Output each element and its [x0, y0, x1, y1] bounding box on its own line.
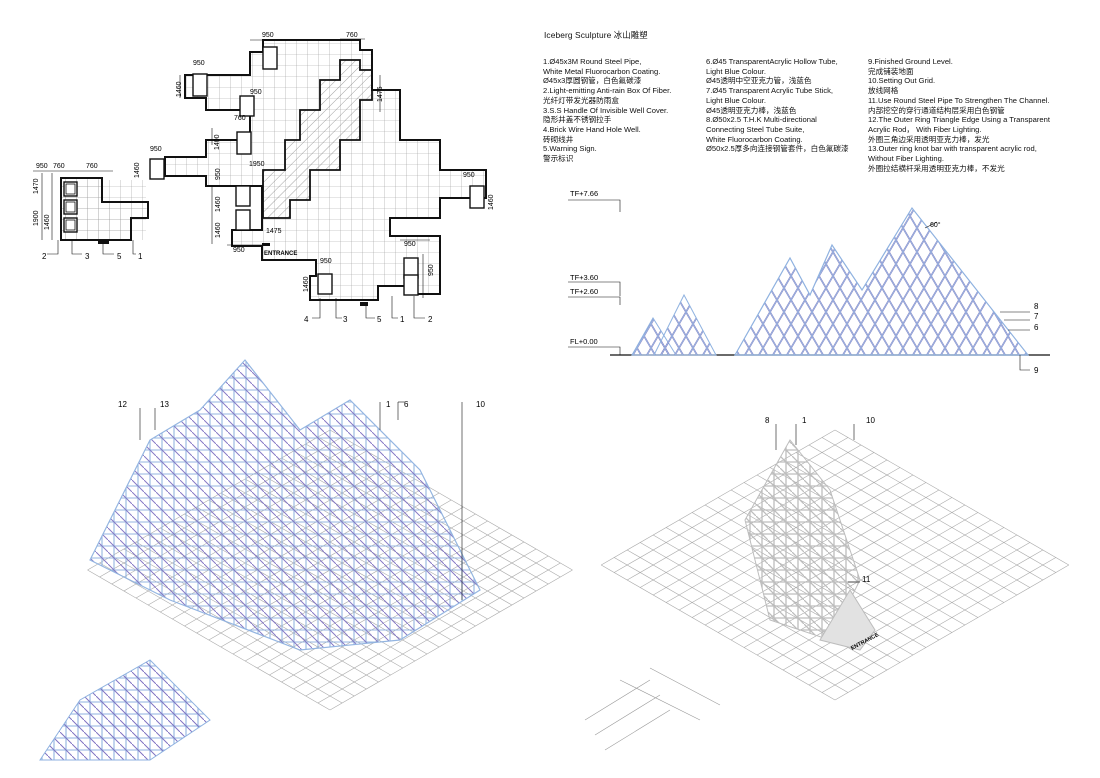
legend-line: Acrylic Rod， With Fiber Lighting.: [868, 124, 982, 134]
legend-line: 内部挖空的穿行通道结构层采用白色钢管: [868, 105, 1005, 115]
legend-column-3: 9.Finished Ground Level. 完成铺装地面 10.Setting…: [868, 57, 1098, 173]
legend-line: 5.Warning Sign.: [543, 144, 597, 154]
level-label: FL+0.00: [570, 337, 598, 346]
legend-line: 光纤灯带发光器防雨盒: [543, 95, 619, 105]
legend-line: 砖砌线井: [543, 134, 574, 144]
legend-line: 13.Outer ring knot bar with transparent …: [868, 144, 1037, 154]
legend-line: 6.Ø45 TransparentAcrylic Hollow Tube,: [706, 57, 838, 66]
callout-label: 5: [377, 315, 382, 324]
callout-label: 10: [866, 416, 875, 425]
callout-label: 1: [400, 315, 405, 324]
callout-label: 5: [117, 252, 122, 261]
dim-label: 950: [193, 60, 205, 67]
legend-line: 1.Ø45x3M Round Steel Pipe,: [543, 57, 642, 66]
legend-line: Ø45透明亚克力棒，浅蓝色: [706, 105, 797, 115]
dim-label: 760: [86, 163, 98, 170]
dim-label: 950: [262, 32, 274, 39]
callout-label: 4: [304, 315, 309, 324]
dim-label: 950: [320, 258, 332, 265]
legend-line: Ø45透明中空亚克力管，浅蓝色: [706, 76, 812, 86]
callout-label: 8: [765, 416, 770, 425]
dim-label: 1460: [488, 194, 495, 210]
dim-label: 950: [463, 172, 475, 179]
legend-line: Connecting Steel Tube Suite,: [706, 124, 805, 134]
dim-label: 950: [36, 163, 48, 170]
dim-label: 1460: [134, 162, 141, 178]
legend-line: 9.Finished Ground Level.: [868, 57, 953, 66]
legend-line: Ø50x2.5厚多向连接钢管套件，白色氟碳漆: [706, 144, 849, 154]
legend-line: 隐形井盖不锈钢拉手: [543, 115, 612, 125]
dim-label: 950: [428, 264, 435, 276]
callout-label: 2: [428, 315, 433, 324]
callout-label: 6: [404, 400, 409, 409]
entrance-label: ENTRANCE: [264, 251, 297, 257]
legend-line: 4.Brick Wire Hand Hole Well.: [543, 124, 641, 134]
legend-line: 2.Light-emitting Anti-rain Box Of Fiber.: [543, 86, 672, 96]
legend-line: 12.The Outer Ring Triangle Edge Using a …: [868, 115, 1050, 125]
legend-line: Light Blue Colour.: [706, 95, 766, 105]
dim-label: 760: [346, 32, 358, 39]
legend-line: White Metal Fluorocarbon Coating.: [543, 66, 661, 76]
dim-label: 1950: [249, 161, 265, 168]
legend-line: 外圈三角边采用透明亚克力棒，发光: [868, 134, 990, 144]
small-plan: 950 760 760 1470 1900 1460 2 3 5 1: [33, 163, 149, 261]
legend-line: 放线网格: [868, 86, 899, 96]
legend-line: 外圈拉结横杆采用透明亚克力棒，不发光: [868, 163, 1005, 173]
dim-label: 950: [150, 146, 162, 153]
dim-label: 1470: [33, 178, 40, 194]
dim-label: 1460: [44, 214, 51, 230]
legend-line: 10.Setting Out Grid.: [868, 76, 936, 86]
callout-label: 3: [85, 252, 90, 261]
legend-line: 8.Ø50x2.5 T.H.K Multi-directional: [706, 115, 817, 125]
callout-label: 3: [343, 315, 348, 324]
dim-label: 1460: [215, 196, 222, 212]
dim-label: 950: [404, 241, 416, 248]
dim-label: 950: [250, 89, 262, 96]
dim-label: 1400: [214, 134, 221, 150]
legend-line: 警示标识: [543, 154, 574, 164]
callout-label: 12: [118, 400, 127, 409]
elevation: TF+7.66 TF+3.60 TF+2.60 FL+0.00 60° 8 7 …: [568, 189, 1050, 375]
dim-label: 1475: [377, 86, 384, 102]
legend-line: White Fluorocarbon Coating.: [706, 134, 803, 144]
callout-label: 2: [42, 252, 47, 261]
legend-line: Ø45x3厚圆钢管，白色氟碳漆: [543, 76, 642, 86]
legend-line: 11.Use Round Steel Pipe To Strengthen Th…: [868, 95, 1050, 105]
legend-line: 3.S.S Handle Of Invisible Well Cover.: [543, 105, 669, 115]
legend-line: Light Blue Colour.: [706, 66, 766, 76]
callout-label: 1: [386, 400, 391, 409]
callout-label: 10: [476, 400, 485, 409]
axonometric-right: 8 1 10 11 ENTRANCE: [584, 416, 1069, 751]
callout-label: 9: [1034, 366, 1039, 375]
dim-label: 760: [234, 115, 246, 122]
dim-label: 1900: [33, 210, 40, 226]
angle-label: 60°: [930, 221, 941, 229]
drawing-title: Iceberg Sculpture 冰山雕塑: [544, 30, 648, 40]
callout-label: 7: [1034, 312, 1039, 321]
callout-label: 1: [138, 252, 143, 261]
callout-label: 6: [1034, 323, 1039, 332]
dim-label: 1475: [266, 228, 282, 235]
legend-column-2: 6.Ø45 TransparentAcrylic Hollow Tube, Lig…: [706, 57, 911, 154]
legend-line: Without Fiber Lighting.: [868, 154, 944, 164]
legend-column-1: 1.Ø45x3M Round Steel Pipe, White Metal Fl…: [543, 57, 748, 164]
legend-line: 完成铺装地面: [868, 66, 914, 76]
callout-label: 8: [1034, 302, 1039, 311]
dim-label: 1460: [303, 276, 310, 292]
dim-label: 950: [215, 168, 222, 180]
callout-label: 1: [802, 416, 807, 425]
main-plan: 950 760 950 1460 950 1400 760 1950 950 1…: [134, 32, 495, 324]
callout-label: 13: [160, 400, 169, 409]
level-label: TF+3.60: [570, 273, 598, 282]
axonometric-left: 12 13 1 6 10: [39, 359, 573, 761]
level-label: TF+2.60: [570, 287, 598, 296]
dim-label: 760: [53, 163, 65, 170]
dim-label: 950: [233, 247, 245, 254]
legend-line: 7.Ø45 Transparent Acrylic Tube Stick,: [706, 86, 834, 96]
level-label: TF+7.66: [570, 189, 598, 198]
dim-label: 1460: [176, 81, 183, 97]
callout-label: 11: [862, 575, 871, 584]
dim-label: 1460: [215, 222, 222, 238]
